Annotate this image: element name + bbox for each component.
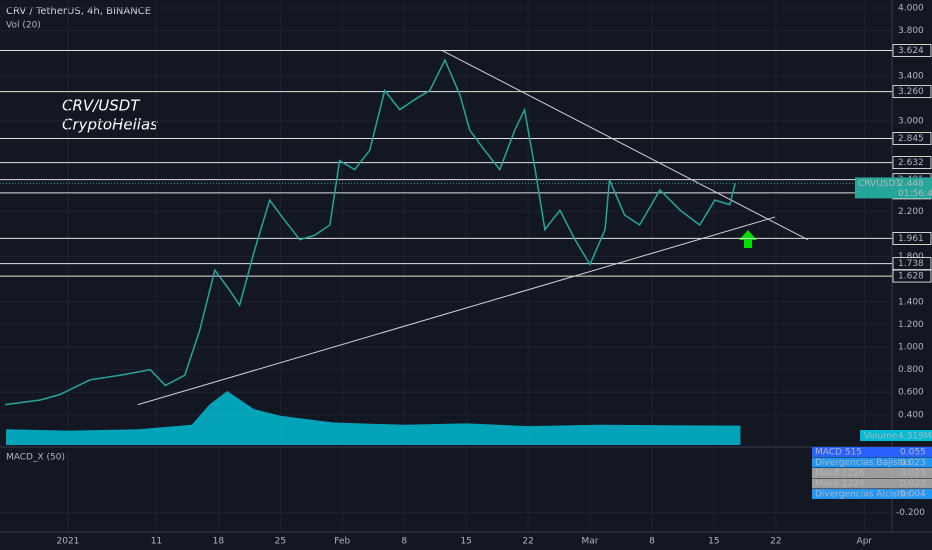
volume-name: Volume — [864, 432, 898, 442]
level-label-box — [892, 44, 932, 57]
y-tick-label: 0.800 — [898, 365, 924, 375]
level-label-box — [892, 232, 932, 245]
x-tick-label: 22 — [522, 537, 533, 547]
x-tick-label: 18 — [213, 537, 225, 547]
chart-title: CRV / TetherUS, 4h, BINANCE — [6, 6, 151, 17]
level-label-box — [892, 132, 932, 145]
level-label: 1.628 — [898, 272, 924, 282]
legend-value: 0.004 — [900, 490, 926, 500]
x-tick-label: Apr — [857, 537, 873, 547]
price-line — [5, 58, 736, 406]
legend-name: Divergencias Bajistas — [815, 458, 912, 468]
level-label: 2.632 — [898, 158, 924, 168]
macd-tick-label: -0.200 — [896, 508, 925, 518]
current-symbol: CRVUSDT — [858, 179, 901, 189]
x-tick-label: 15 — [708, 537, 719, 547]
level-label: 3.260 — [898, 87, 924, 97]
y-tick-label: 2.200 — [898, 207, 924, 217]
volume-value: 4.319M — [898, 432, 932, 442]
trendline — [137, 216, 776, 406]
annotation: CryptoHellas — [62, 116, 158, 134]
y-tick-label: 3.400 — [898, 71, 924, 81]
level-label: 2.845 — [898, 134, 924, 144]
volume-area — [6, 391, 741, 445]
y-tick-label: 0.400 — [898, 410, 924, 420]
x-tick-label: 8 — [649, 537, 655, 547]
countdown: 01:56:44 — [898, 189, 932, 199]
volume-box — [860, 430, 932, 441]
level-label-box — [892, 269, 932, 283]
x-tick-label: 2021 — [57, 537, 80, 547]
y-tick-label: 3.800 — [898, 26, 924, 36]
y-tick-label: 1.800 — [898, 252, 924, 262]
current-price: 2.448 — [898, 179, 924, 189]
x-tick-label: 22 — [770, 537, 781, 547]
y-tick-label: 1.400 — [898, 297, 924, 307]
legend-name: MACD 515 — [815, 448, 862, 458]
y-tick-label: 3.000 — [898, 117, 924, 127]
y-tick-label: 1.000 — [898, 343, 924, 353]
y-tick-label: 4.000 — [898, 4, 924, 14]
x-tick-label: 8 — [401, 537, 407, 547]
x-tick-label: 25 — [275, 537, 286, 547]
legend-value: 0.055 — [900, 448, 926, 458]
legend-box — [812, 457, 932, 468]
level-label-box — [892, 257, 932, 271]
legend-value: 0.023 — [900, 458, 926, 468]
current-box — [855, 177, 932, 199]
legend-value: 0.023 — [900, 469, 926, 479]
y-tick-label: 0.600 — [898, 388, 924, 398]
legend-name: Divergencias Alcistas — [815, 490, 911, 500]
level-label: 1.961 — [898, 234, 924, 244]
legend-name: Macd 1226 — [815, 469, 865, 479]
level-label: 1.738 — [898, 259, 924, 269]
x-tick-label: Feb — [334, 537, 350, 547]
arrow-up — [739, 230, 757, 248]
annotation: CRV/USDT — [62, 97, 141, 115]
level-label: 3.624 — [898, 46, 924, 56]
legend-box — [812, 489, 932, 499]
legend-box — [812, 468, 932, 478]
y-tick-label: 1.200 — [898, 320, 924, 330]
x-tick-label: 15 — [460, 537, 471, 547]
level-label-box — [892, 156, 932, 170]
x-tick-label: Mar — [582, 537, 599, 547]
legend-value: 0.023 — [900, 479, 926, 489]
macd-title: MACD_X (50) — [6, 453, 65, 463]
trendline — [442, 50, 808, 241]
x-tick-label: 11 — [151, 537, 162, 547]
legend-name: Macd 1226 — [815, 479, 865, 489]
level-label-box — [892, 85, 932, 99]
legend-box — [812, 478, 932, 489]
legend-box — [812, 447, 932, 457]
indicator-label: Vol (20) — [6, 21, 41, 31]
